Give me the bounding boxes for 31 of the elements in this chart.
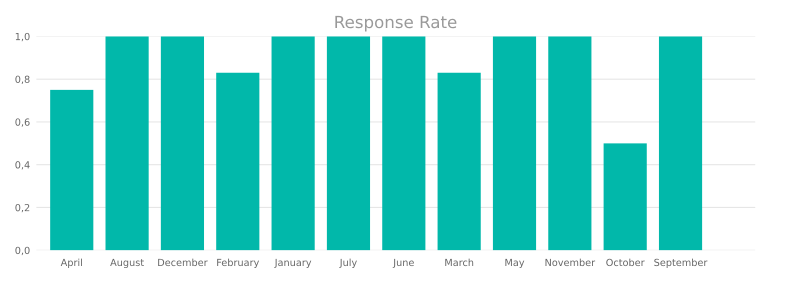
y-tick-label: 0,4	[15, 161, 30, 170]
chart-title: Response Rate	[335, 16, 456, 32]
x-tick-label: May	[505, 258, 524, 268]
x-tick-label: June	[392, 258, 414, 268]
x-tick-label: April	[60, 258, 82, 268]
bar	[106, 36, 149, 250]
x-tick-label: February	[217, 258, 260, 268]
y-tick-label: 0,6	[15, 118, 30, 127]
y-tick-label: 0,0	[15, 246, 30, 256]
y-tick-label: 0,8	[15, 76, 30, 84]
x-tick-label: August	[110, 258, 144, 268]
bar	[272, 36, 315, 250]
bar	[492, 36, 536, 250]
bar	[50, 90, 94, 250]
bar	[658, 36, 702, 250]
x-tick-label: October	[606, 258, 645, 266]
x-tick-label: July	[339, 258, 357, 268]
x-tick-label: January	[274, 258, 312, 268]
y-tick-label: 1,0	[16, 32, 30, 42]
x-tick-label: December	[158, 258, 208, 266]
x-tick-label: March	[445, 258, 474, 266]
bar	[160, 36, 204, 250]
y-tick-label: 0,2	[15, 204, 30, 212]
x-tick-label: November	[546, 258, 596, 266]
bar	[438, 72, 481, 250]
bar	[326, 36, 370, 250]
bar	[216, 72, 260, 250]
x-tick-label: September	[654, 258, 708, 268]
bar	[382, 36, 426, 250]
bar	[604, 143, 647, 250]
bar	[548, 36, 592, 250]
